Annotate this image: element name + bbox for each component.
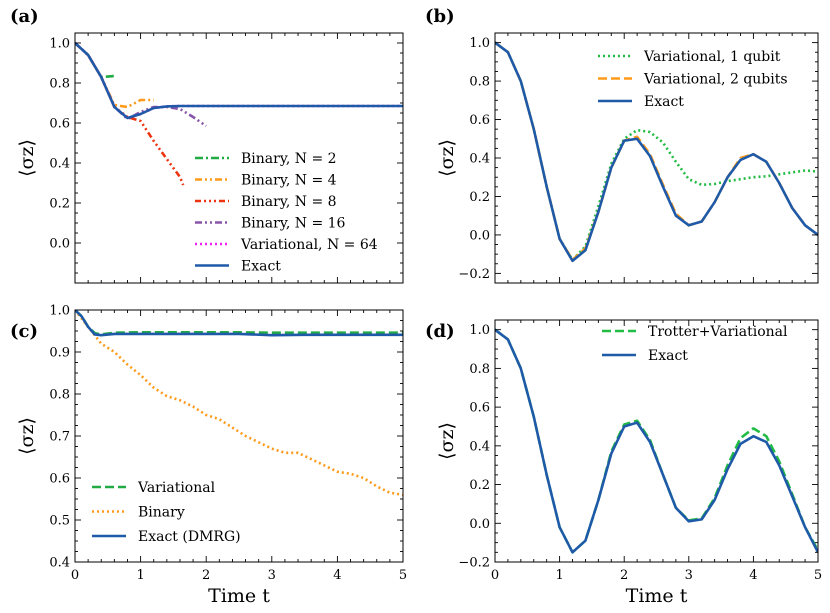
series-line-6 [75,42,403,120]
y-tick-label: 0.8 [49,388,70,403]
y-tick-label: 0.7 [49,430,70,445]
legend-label: Trotter+Variational [648,324,788,340]
y-axis-label: ⟨σz⟩ [16,139,38,177]
legend: Variational, 1 qubit Variational, 2 qubit… [598,49,788,110]
panel-label: (c) [10,321,38,342]
legend: Variational Binary Exact (DMRG) [92,480,241,545]
panel-label: (d) [425,321,455,342]
y-tick-label: 0.4 [469,439,490,454]
panel-label: (a) [10,6,39,27]
x-tick-label: 5 [399,568,407,583]
y-tick-label: 0.6 [49,472,70,487]
y-tick-label: 1.0 [469,323,490,338]
axes-frame [494,32,819,284]
y-tick-label: 0.8 [469,362,490,377]
axes-frame [74,309,404,563]
series-line-2 [75,310,403,497]
y-axis-label: ⟨σz⟩ [436,139,458,177]
legend: Binary, N = 2 Binary, N = 4 Binary, N = 8 B… [195,151,378,275]
y-tick-label: 0.6 [49,117,70,132]
series-line-3 [75,42,185,186]
y-tick-label: 0.5 [49,514,70,529]
y-axis-label: ⟨σz⟩ [16,417,38,455]
legend-label: Exact (DMRG) [138,529,241,545]
legend-label: Binary, N = 16 [241,216,346,232]
legend-label: Binary, N = 8 [241,194,337,210]
y-tick-label: 0.4 [469,152,490,167]
y-tick-label: 0.4 [49,157,70,172]
x-tick-label: 4 [749,568,757,583]
series-line-2 [75,42,154,109]
y-tick-label: 0.2 [49,197,70,212]
y-tick-label: 1.0 [469,36,490,51]
x-axis-label: Time t [208,585,270,607]
series-line-2 [495,328,818,554]
x-tick-label: 3 [268,568,276,583]
y-tick-label: −0.2 [458,267,490,282]
x-tick-label: 4 [333,568,341,583]
x-tick-label: 2 [202,568,210,583]
y-tick-label: 0.4 [49,556,70,571]
y-tick-label: 0.2 [469,190,490,205]
y-tick-label: 0.2 [469,478,490,493]
y-tick-label: 0.0 [469,517,490,532]
legend-label: Variational, 2 qubits [643,72,788,88]
legend-label: Exact [241,259,281,275]
x-tick-label: 3 [685,568,693,583]
y-tick-label: 0.0 [49,237,70,252]
axes-frame [74,32,404,284]
series-line-1 [75,310,403,336]
axes-frame [494,319,819,563]
y-tick-label: 0.8 [49,77,70,92]
legend-label: Binary [138,505,185,521]
x-tick-label: 0 [71,568,79,583]
x-tick-label: 0 [491,568,499,583]
series-group [495,41,818,263]
x-axis-label: Time t [626,585,688,607]
series-line-1 [75,42,115,79]
legend-label: Binary, N = 2 [241,151,337,167]
legend: Trotter+Variational Exact [602,324,788,364]
legend-label: Exact [644,94,684,110]
y-tick-label: 0.6 [469,401,490,416]
chart-panel-1: 1.00.80.60.40.20.0⟨σz⟩(a)Binary, N = 2Bi… [10,6,404,284]
y-tick-label: 0.8 [469,75,490,90]
series-group [75,310,403,497]
chart-panel-2: 1.0 0.8 0.6 0.4 0.2 0.0 −0.2 ⟨σz⟩ (b) Variational… [425,6,819,284]
y-tick-label: 1.0 [49,304,70,319]
chart-panel-4: 0 1 2 3 4 5 1.0 0.8 0.6 0.4 0.2 0.0 −0.2 ⟨σz⟩ Time t (d… [425,319,822,607]
x-tick-label: 5 [814,568,822,583]
legend-label: Binary, N = 4 [241,173,337,189]
series-group [75,42,403,186]
legend-label: Variational, N = 64 [240,237,378,253]
panel-label: (b) [425,6,455,27]
series-group [495,328,818,554]
x-tick-label: 1 [136,568,144,583]
series-line-3 [495,41,818,263]
y-axis-label: ⟨σz⟩ [436,422,458,460]
legend-label: Exact [648,348,688,364]
y-tick-label: −0.2 [458,556,490,571]
series-line-3 [75,310,403,337]
y-tick-label: 0.9 [49,346,70,361]
y-tick-label: 0.6 [469,113,490,128]
y-tick-label: 1.0 [49,37,70,52]
x-tick-label: 2 [620,568,628,583]
x-tick-label: 1 [555,568,563,583]
chart-panel-3: 0 1 2 3 4 5 1.0 0.9 0.8 0.7 0.6 0.5 0.4 ⟨σz⟩ Time t (c)… [10,304,407,608]
legend-label: Variational [137,480,216,496]
legend-label: Variational, 1 qubit [643,49,781,65]
y-tick-label: 0.0 [469,228,490,243]
